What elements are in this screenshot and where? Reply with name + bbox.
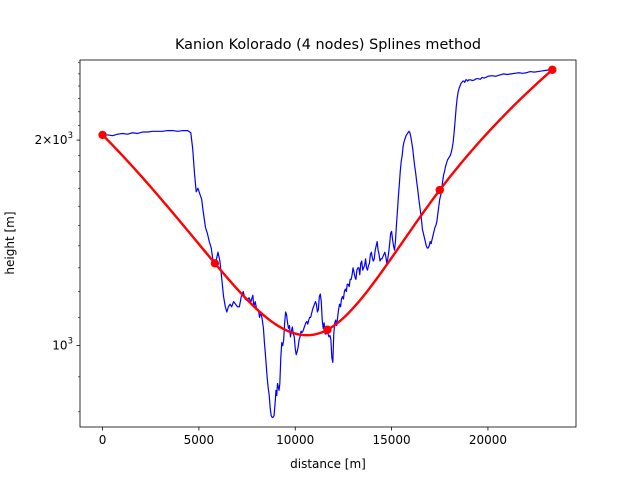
plot-area xyxy=(98,65,557,418)
axes-frame xyxy=(79,59,577,428)
y-tick-label: 103 xyxy=(52,337,73,353)
chart-title: Kanion Kolorado (4 nodes) Splines method xyxy=(175,37,481,53)
x-axis-label: distance [m] xyxy=(290,457,366,471)
x-tick-label: 20000 xyxy=(469,433,507,447)
spline-node-3 xyxy=(435,185,444,195)
spline-node-4 xyxy=(548,65,557,74)
x-tick-label: 5000 xyxy=(184,433,215,447)
y-axis: 103 2×103 xyxy=(35,61,80,413)
x-axis: 0 5000 10000 15000 20000 xyxy=(99,427,507,447)
spline-node-1 xyxy=(210,259,220,268)
y-tick-label: 2×103 xyxy=(35,131,73,147)
x-tick-label: 0 xyxy=(99,433,107,447)
spline-node-0 xyxy=(98,130,107,140)
y-axis-label: height [m] xyxy=(3,211,17,274)
spline-node-2 xyxy=(323,325,332,334)
x-tick-label: 15000 xyxy=(372,433,410,447)
profile-line xyxy=(102,69,553,418)
x-tick-label: 10000 xyxy=(276,433,314,447)
